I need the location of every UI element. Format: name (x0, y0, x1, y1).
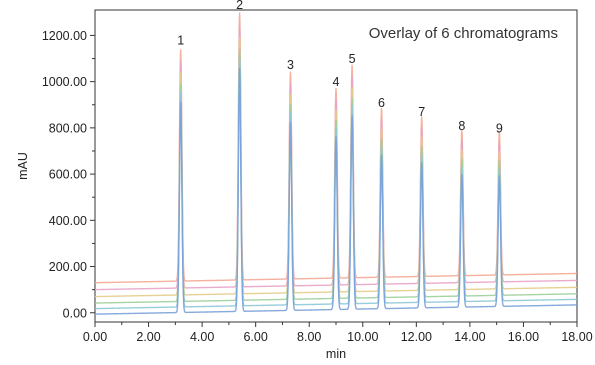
peak-label: 4 (333, 75, 340, 89)
x-tick-label: 16.00 (508, 330, 539, 344)
peak-labels: 1 2 3 45 6 7 8 9 (177, 0, 503, 135)
axis-ticks: 0.00 2.00 4.00 6.00 8.00 10.00 12.00 14.00 16.00… (42, 29, 593, 344)
peak-label: 9 (496, 121, 503, 135)
peak-label: 7 (418, 105, 425, 119)
y-axis-title: mAU (16, 152, 30, 180)
chromatogram-trace-6 (94, 67, 578, 315)
peak-label: 1 (177, 34, 184, 48)
peak-label: 5 (349, 52, 356, 66)
x-tick-label: 12.00 (401, 330, 432, 344)
y-tick-label: 600.00 (49, 168, 87, 182)
y-tick-label: 0.00 (63, 306, 87, 320)
y-tick-label: 400.00 (49, 214, 87, 228)
x-tick-label: 0.00 (83, 330, 107, 344)
peak-label: 2 (236, 0, 243, 12)
x-tick-label: 8.00 (297, 330, 321, 344)
y-tick-label: 1000.00 (42, 75, 87, 89)
peak-label: 8 (458, 119, 465, 133)
y-tick-label: 1200.00 (42, 29, 87, 43)
x-tick-label: 4.00 (190, 330, 214, 344)
peak-label: 3 (287, 58, 294, 72)
x-tick-label: 14.00 (454, 330, 485, 344)
x-tick-label: 2.00 (136, 330, 160, 344)
y-tick-label: 800.00 (49, 121, 87, 135)
y-tick-label: 200.00 (49, 260, 87, 274)
x-axis-title: min (326, 347, 346, 361)
peak-label: 6 (378, 96, 385, 110)
series-layer (94, 12, 578, 315)
x-tick-label: 10.00 (347, 330, 378, 344)
x-tick-label: 6.00 (243, 330, 267, 344)
chart-annotation: Overlay of 6 chromatograms (369, 25, 558, 42)
x-tick-label: 18.00 (561, 330, 592, 344)
